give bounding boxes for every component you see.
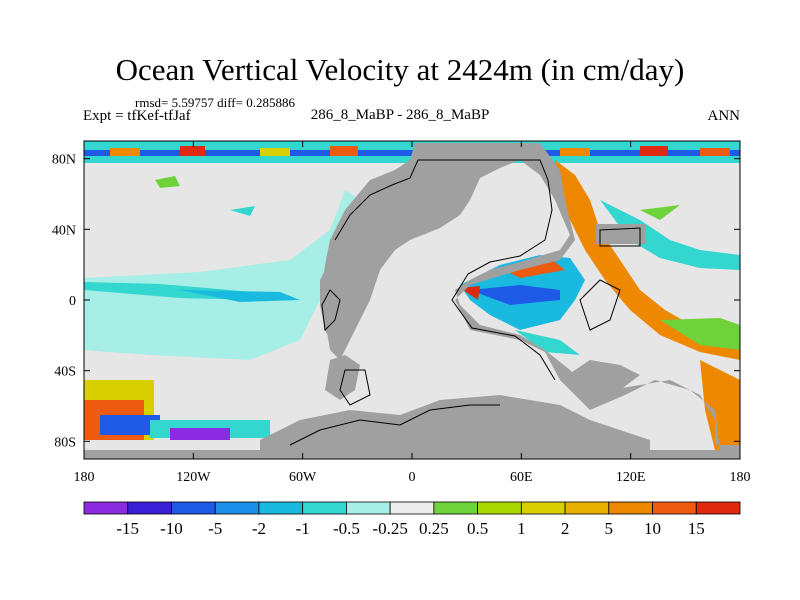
colorbar-swatch	[389, 501, 435, 515]
center-label: 286_8_MaBP - 286_8_MaBP	[310, 107, 490, 123]
colorbar-swatch	[564, 501, 610, 515]
colorbar-swatch	[520, 501, 566, 515]
eastern-cyan	[600, 200, 740, 270]
green-patch	[155, 176, 180, 188]
arctic-patch	[330, 146, 358, 156]
colorbar-label: -1	[296, 519, 310, 538]
colorbar-swatch	[652, 501, 697, 515]
colorbar-swatch	[171, 501, 216, 515]
y-tick-label: 80S	[54, 435, 76, 450]
colorbar-label: -0.5	[333, 519, 360, 538]
colorbar-swatch	[83, 501, 129, 515]
coastline	[339, 369, 371, 406]
colorbar-swatch	[302, 501, 347, 515]
coastline	[321, 289, 341, 332]
colorbar-swatch	[345, 501, 391, 515]
x-tick-label: 180	[730, 470, 751, 485]
x-tick-label: 120W	[176, 470, 211, 485]
eastern-green	[640, 205, 680, 220]
y-tick-label: 80N	[52, 153, 76, 168]
colorbar-label: -5	[208, 519, 222, 538]
x-tick-label: 180	[74, 470, 95, 485]
colorbar-label: 10	[644, 519, 661, 538]
x-tick-label: 60E	[510, 470, 533, 485]
colorbar-swatch	[477, 501, 522, 515]
colorbar-label: 0.25	[419, 519, 449, 538]
coastline	[599, 227, 641, 247]
arctic-patch	[180, 146, 205, 156]
continent-land	[596, 224, 646, 244]
tethys-warm	[500, 258, 565, 278]
arctic-patch	[560, 148, 590, 156]
western-plume	[84, 190, 360, 360]
coastline	[334, 159, 556, 381]
colorbar-label: -2	[252, 519, 266, 538]
stats-label: rmsd= 5.59757 diff= 0.285886	[135, 95, 295, 110]
colorbar-label: 5	[605, 519, 614, 538]
colorbar-label: 0.5	[467, 519, 488, 538]
southern-east-rim	[700, 360, 740, 450]
x-tick-label: 120E	[616, 470, 646, 485]
colorbar: -15 -10 -5 -2 -1 -0.5 -0.25 0.25 0.5 1 2 5 10 15	[83, 501, 741, 538]
axes: 180 120W 60W 0 60E 120E 180 80N 40N 0 40S 80S	[52, 141, 751, 485]
colorbar-label: -0.25	[372, 519, 407, 538]
eastern-green	[660, 318, 740, 350]
arctic-patch	[640, 146, 668, 156]
antarctica-land	[260, 395, 650, 459]
colorbar-swatch	[214, 501, 260, 515]
colorbar-label: -10	[160, 519, 183, 538]
arctic-patch	[110, 148, 140, 156]
season-label: ANN	[707, 108, 741, 124]
colorbar-swatch	[433, 501, 479, 515]
cyan-patch	[230, 206, 255, 216]
y-tick-label: 40N	[52, 223, 76, 238]
arctic-patch	[260, 148, 290, 156]
tethys-core	[470, 285, 560, 305]
x-tick-label: 0	[409, 470, 416, 485]
experiment-label: Expt = tfKef-tfJaf	[83, 108, 191, 124]
southern-patch	[100, 415, 160, 435]
tethys-trail	[515, 330, 580, 355]
colorbar-swatch	[695, 501, 741, 515]
colorbar-label: 15	[688, 519, 705, 538]
x-tick-label: 60W	[289, 470, 317, 485]
coastline	[289, 404, 500, 446]
colorbar-label: -15	[116, 519, 139, 538]
colorbar-swatch	[258, 501, 304, 515]
colorbar-swatch	[608, 501, 653, 515]
equatorial-jet-core	[180, 290, 300, 302]
coastline	[579, 279, 621, 331]
colorbar-label: 2	[561, 519, 570, 538]
colorbar-swatch	[127, 501, 172, 515]
southern-band-core	[170, 428, 230, 440]
colorbar-label: 1	[517, 519, 526, 538]
y-tick-label: 40S	[54, 365, 76, 380]
map-field	[84, 141, 740, 459]
continent-land	[325, 355, 360, 400]
continent-land	[560, 360, 640, 395]
arctic-patch	[700, 148, 730, 156]
chart-title: Ocean Vertical Velocity at 2424m (in cm/…	[115, 52, 685, 87]
y-tick-label: 0	[69, 294, 76, 309]
arctic-band-inner	[84, 150, 740, 156]
